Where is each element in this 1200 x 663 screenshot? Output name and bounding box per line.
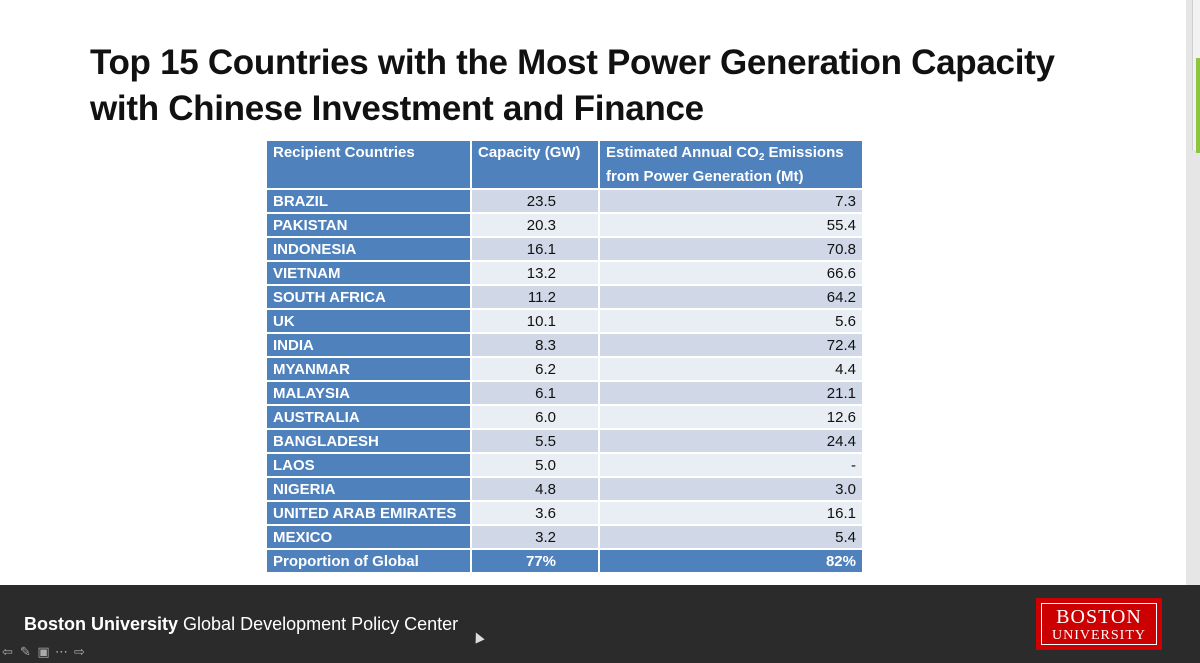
pen-icon[interactable]: ✎ xyxy=(20,645,31,660)
emissions-cell: 72.4 xyxy=(599,333,863,357)
country-cell: LAOS xyxy=(266,453,471,477)
slideshow-controls: ⇦ ✎ ▣ ⋯ ⇨ xyxy=(0,645,87,660)
country-cell: NIGERIA xyxy=(266,477,471,501)
slides-icon[interactable]: ▣ xyxy=(37,645,50,660)
table-row: INDIA 8.3 72.4 xyxy=(266,333,863,357)
country-cell: MALAYSIA xyxy=(266,381,471,405)
emissions-cell: 21.1 xyxy=(599,381,863,405)
capacity-cell: 11.2 xyxy=(471,285,599,309)
capacity-cell: 23.5 xyxy=(471,189,599,213)
window-edge xyxy=(1186,0,1200,585)
total-label: Proportion of Global xyxy=(266,549,471,573)
more-icon[interactable]: ⋯ xyxy=(55,645,68,660)
country-cell: MEXICO xyxy=(266,525,471,549)
capacity-cell: 6.2 xyxy=(471,357,599,381)
capacity-cell: 8.3 xyxy=(471,333,599,357)
arrow-left-icon[interactable]: ⇦ xyxy=(2,645,13,660)
table-row: BRAZIL 23.5 7.3 xyxy=(266,189,863,213)
emissions-cell: 12.6 xyxy=(599,405,863,429)
country-cell: INDONESIA xyxy=(266,237,471,261)
table-row: PAKISTAN 20.3 55.4 xyxy=(266,213,863,237)
slide-title-line1: Top 15 Countries with the Most Power Gen… xyxy=(90,43,1055,82)
emissions-cell: - xyxy=(599,453,863,477)
capacity-cell: 10.1 xyxy=(471,309,599,333)
logo-line1: BOSTON xyxy=(1056,606,1142,628)
capacity-cell: 16.1 xyxy=(471,237,599,261)
emissions-cell: 7.3 xyxy=(599,189,863,213)
table-row: UNITED ARAB EMIRATES 3.6 16.1 xyxy=(266,501,863,525)
slide: Top 15 Countries with the Most Power Gen… xyxy=(0,0,1200,585)
table-row: MEXICO 3.2 5.4 xyxy=(266,525,863,549)
emissions-cell: 64.2 xyxy=(599,285,863,309)
emissions-cell: 5.6 xyxy=(599,309,863,333)
table-row: INDONESIA 16.1 70.8 xyxy=(266,237,863,261)
total-capacity: 77% xyxy=(471,549,599,573)
country-cell: BRAZIL xyxy=(266,189,471,213)
capacity-cell: 6.1 xyxy=(471,381,599,405)
table-row: MALAYSIA 6.1 21.1 xyxy=(266,381,863,405)
emissions-cell: 70.8 xyxy=(599,237,863,261)
country-cell: VIETNAM xyxy=(266,261,471,285)
table-row: NIGERIA 4.8 3.0 xyxy=(266,477,863,501)
emissions-cell: 55.4 xyxy=(599,213,863,237)
slide-title: Top 15 Countries with the Most Power Gen… xyxy=(90,40,1090,132)
country-cell: AUSTRALIA xyxy=(266,405,471,429)
capacity-cell: 5.0 xyxy=(471,453,599,477)
country-cell: PAKISTAN xyxy=(266,213,471,237)
emissions-cell: 16.1 xyxy=(599,501,863,525)
country-cell: BANGLADESH xyxy=(266,429,471,453)
header-country: Recipient Countries xyxy=(266,140,471,189)
arrow-right-icon[interactable]: ⇨ xyxy=(74,645,85,660)
table-row: UK 10.1 5.6 xyxy=(266,309,863,333)
capacity-cell: 6.0 xyxy=(471,405,599,429)
bu-logo: BOSTON UNIVERSITY xyxy=(1036,598,1162,650)
table-row: BANGLADESH 5.5 24.4 xyxy=(266,429,863,453)
table-header-row: Recipient Countries Capacity (GW) Estima… xyxy=(266,140,863,189)
slide-title-line2: with Chinese Investment and Finance xyxy=(90,89,704,128)
country-cell: MYANMAR xyxy=(266,357,471,381)
capacity-cell: 13.2 xyxy=(471,261,599,285)
capacity-cell: 5.5 xyxy=(471,429,599,453)
capacity-cell: 4.8 xyxy=(471,477,599,501)
capacity-cell: 20.3 xyxy=(471,213,599,237)
total-emissions: 82% xyxy=(599,549,863,573)
table-row: SOUTH AFRICA 11.2 64.2 xyxy=(266,285,863,309)
table-total-row: Proportion of Global 77% 82% xyxy=(266,549,863,573)
country-cell: SOUTH AFRICA xyxy=(266,285,471,309)
emissions-cell: 24.4 xyxy=(599,429,863,453)
org-name: Boston University Global Development Pol… xyxy=(24,614,459,634)
emissions-cell: 66.6 xyxy=(599,261,863,285)
header-capacity: Capacity (GW) xyxy=(471,140,599,189)
emissions-cell: 4.4 xyxy=(599,357,863,381)
table-row: LAOS 5.0- xyxy=(266,453,863,477)
table-row: AUSTRALIA 6.0 12.6 xyxy=(266,405,863,429)
capacity-table: Recipient Countries Capacity (GW) Estima… xyxy=(266,140,863,573)
slide-footer: Boston University Global Development Pol… xyxy=(0,585,1200,663)
table-row: VIETNAM 13.2 66.6 xyxy=(266,261,863,285)
emissions-cell: 5.4 xyxy=(599,525,863,549)
table-row: MYANMAR 6.2 4.4 xyxy=(266,357,863,381)
capacity-cell: 3.6 xyxy=(471,501,599,525)
emissions-cell: 3.0 xyxy=(599,477,863,501)
header-emissions: Estimated Annual CO2 Emissions from Power… xyxy=(599,140,863,189)
capacity-cell: 3.2 xyxy=(471,525,599,549)
country-cell: UNITED ARAB EMIRATES xyxy=(266,501,471,525)
country-cell: INDIA xyxy=(266,333,471,357)
country-cell: UK xyxy=(266,309,471,333)
logo-line2: UNIVERSITY xyxy=(1052,628,1146,643)
